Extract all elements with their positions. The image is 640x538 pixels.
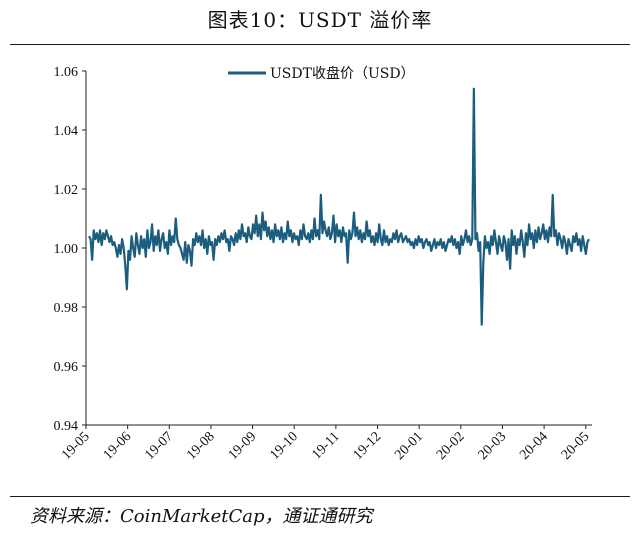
x-tick-label: 19-06 [101,429,135,463]
x-tick-label: 19-12 [351,429,385,463]
x-tick-label: 19-10 [267,429,301,463]
y-tick-label: 0.98 [54,301,79,316]
legend-label: USDT收盘价（USD） [270,65,415,82]
legend: USDT收盘价（USD） [228,65,415,82]
x-tick-label: 20-01 [392,429,426,463]
chart-axes [82,70,592,429]
y-tick-label: 1.04 [54,124,79,139]
source-divider [10,496,630,497]
line-chart: 1.061.041.021.000.980.960.94 19-05 19-06 1… [54,65,593,463]
y-tick-label: 0.94 [54,419,79,434]
x-tick-label: 20-04 [517,429,551,463]
x-tick-label: 19-08 [184,429,218,463]
y-tick-labels: 1.06 1.04 1.02 1.00 0.98 0.96 0.94 [54,65,79,434]
y-tick-label: 1.06 [54,65,79,80]
x-tick-label: 19-09 [226,429,260,463]
title-divider [10,44,630,45]
x-tick-label: 20-05 [559,429,593,463]
x-tick-labels: 19-05 19-06 19-07 19-08 19-09 19-10 19-11 19-12… [59,429,592,463]
y-tick-label: 0.96 [54,360,79,375]
y-tick-label: 1.02 [54,183,79,198]
source-note: 资料来源：CoinMarketCap，通证通研究 [30,506,373,527]
page-title: 图表10：USDT 溢价率 [207,8,433,32]
x-tick-label: 19-07 [142,429,176,463]
x-tick-label: 20-03 [476,429,510,463]
x-tick-label: 20-02 [434,429,468,463]
x-tick-label: 19-05 [59,429,93,463]
series-line-usdt [88,87,590,326]
y-tick-label: 1.00 [54,242,79,257]
x-tick-label: 19-11 [309,429,342,462]
